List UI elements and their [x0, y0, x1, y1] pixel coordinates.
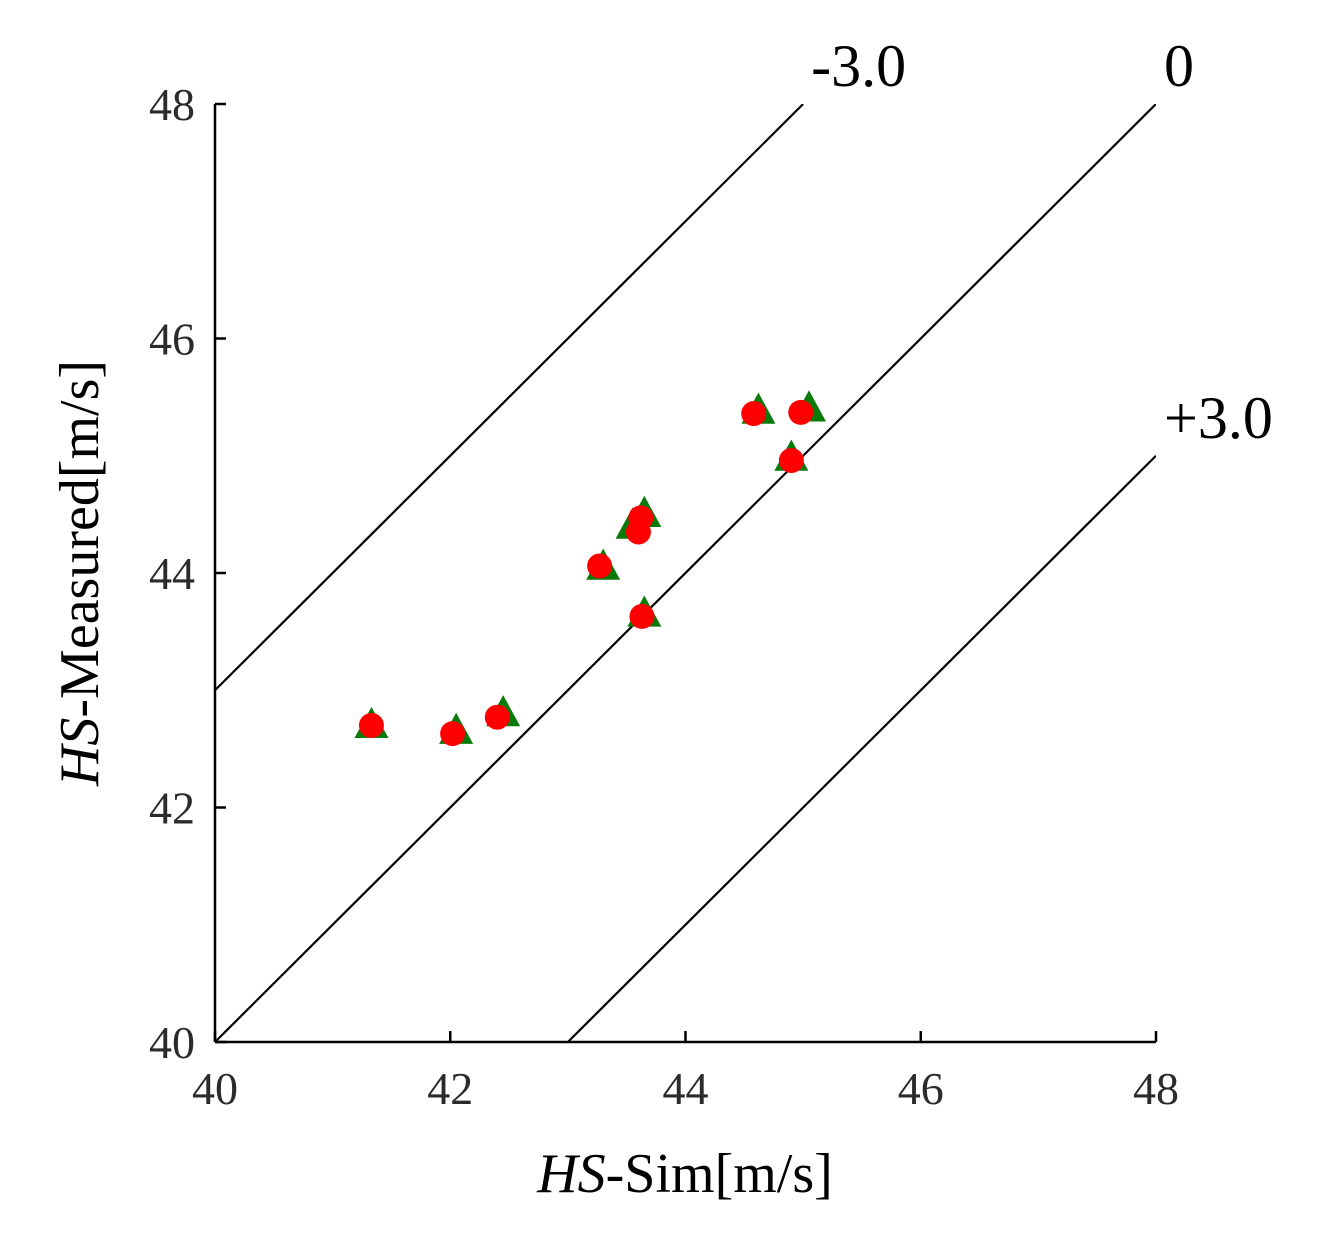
y-axis-title-italic: HS [49, 718, 111, 787]
axis-ticks: 40 42 44 46 48 40 42 44 46 48 [149, 79, 1179, 1114]
circle-marker [358, 712, 384, 738]
reference-line-label: 0 [1164, 33, 1194, 99]
reference-line-label: -3.0 [811, 33, 906, 99]
x-axis-title-italic: HS [536, 1143, 605, 1205]
circle-marker [628, 505, 654, 531]
reference-line [567, 454, 1156, 1042]
circle-marker [629, 603, 655, 629]
reference-line [215, 104, 804, 692]
reference-line-label: +3.0 [1164, 385, 1273, 451]
circle-marker [587, 553, 613, 579]
y-tick-label: 44 [149, 548, 195, 599]
x-tick-label: 46 [898, 1063, 944, 1114]
x-tick-label: 44 [663, 1063, 709, 1114]
y-tick-label: 40 [149, 1017, 195, 1068]
reference-lines [215, 104, 1156, 1042]
x-axis-title: HS-Sim[m/s] [536, 1143, 833, 1205]
reference-line [215, 104, 1156, 1042]
y-tick-label: 42 [149, 783, 195, 834]
y-tick-label: 48 [149, 79, 195, 130]
x-axis-title-rest: -Sim[m/s] [606, 1143, 833, 1205]
x-tick-label: 40 [192, 1063, 238, 1114]
circle-marker [788, 399, 814, 425]
y-axis-title: HS-Measured[m/s] [49, 360, 111, 787]
circle-marker [741, 401, 767, 427]
data-markers [354, 390, 827, 747]
circle-marker [484, 704, 510, 730]
circle-marker [778, 447, 804, 473]
y-tick-label: 46 [149, 314, 195, 365]
reference-line-labels: -3.0 0 +3.0 [811, 33, 1273, 451]
y-axis-title-rest: -Measured[m/s] [49, 360, 111, 718]
x-tick-label: 48 [1133, 1063, 1179, 1114]
circle-marker [440, 721, 466, 747]
x-tick-label: 42 [427, 1063, 473, 1114]
